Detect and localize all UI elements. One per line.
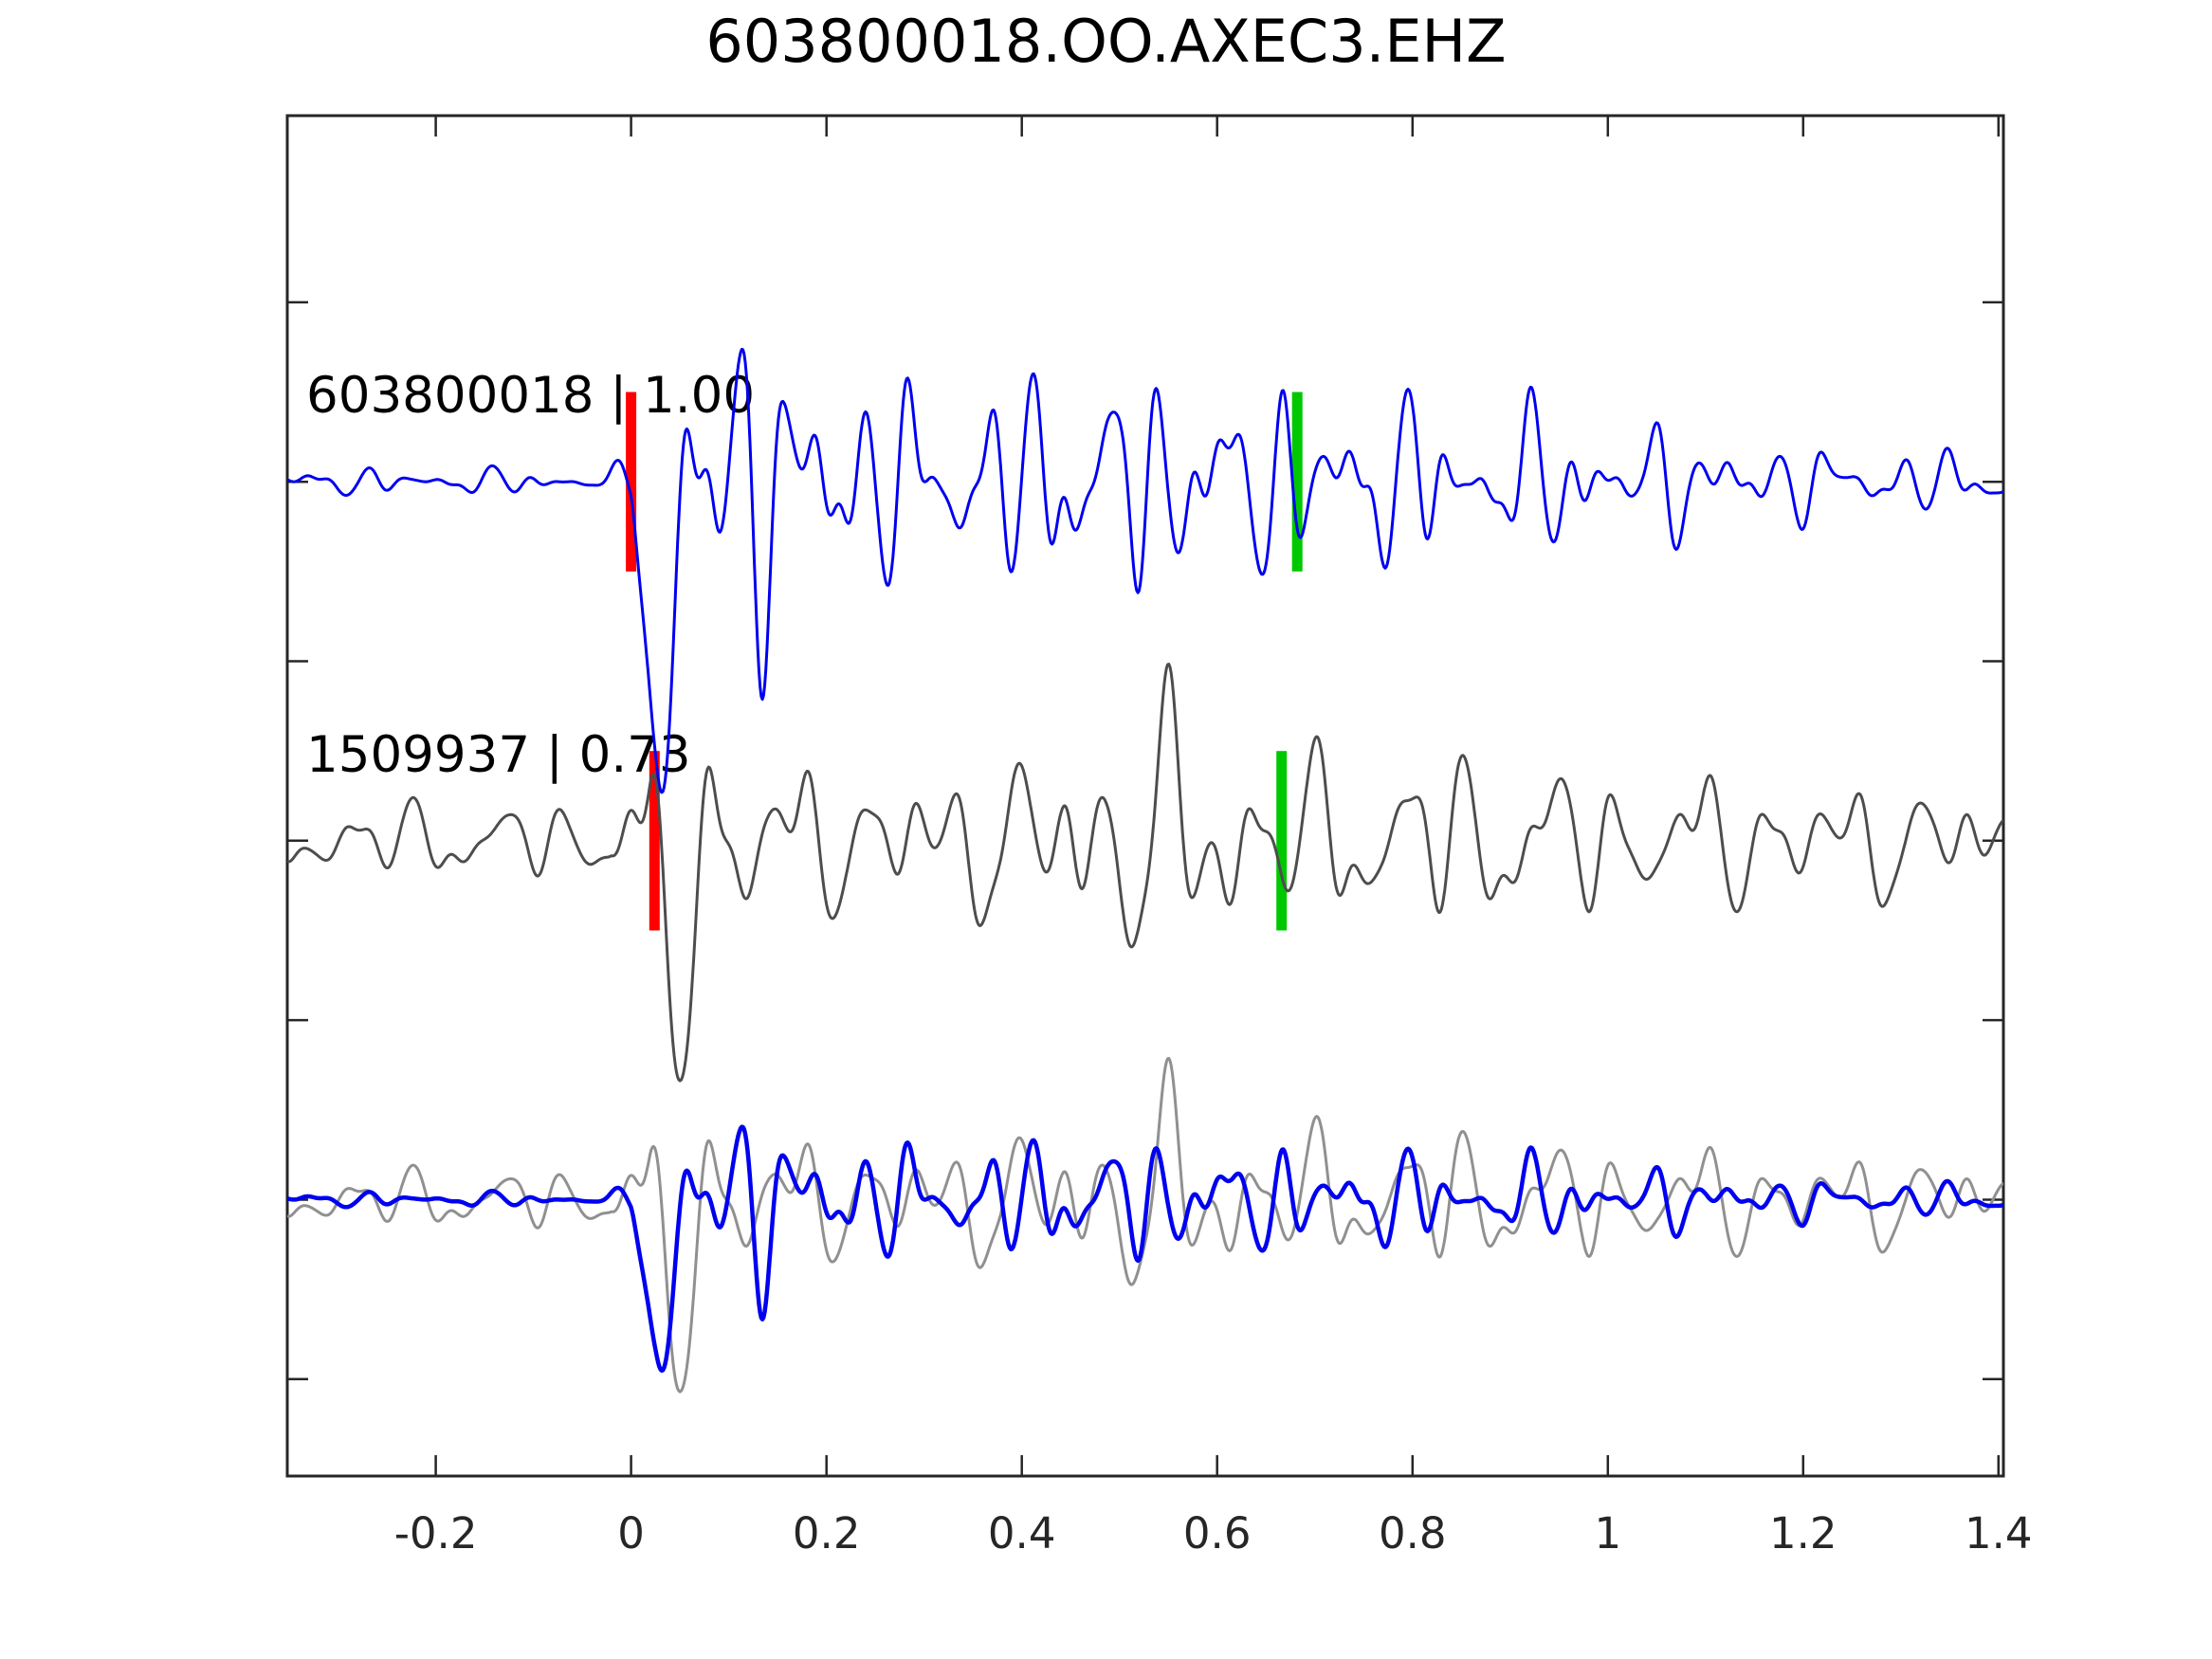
axes-box bbox=[285, 114, 2005, 1478]
x-tick-label: 0.6 bbox=[1183, 1508, 1252, 1559]
x-tick-label: -0.2 bbox=[394, 1508, 478, 1559]
x-tick-label: 0 bbox=[617, 1508, 645, 1559]
waveform-overlay-template bbox=[287, 1124, 2003, 1373]
x-tick-label: 0.2 bbox=[793, 1508, 861, 1559]
waveform-overlay-detection bbox=[287, 1056, 2003, 1394]
x-tick-label: 1 bbox=[1594, 1508, 1621, 1559]
window-end-marker bbox=[1291, 392, 1303, 572]
x-tick-label: 1.4 bbox=[1965, 1508, 2033, 1559]
trace-label: 1509937 | 0.73 bbox=[306, 726, 691, 784]
waveform-detection bbox=[287, 663, 2003, 1083]
x-tick-label: 0.8 bbox=[1379, 1508, 1447, 1559]
figure-title: 603800018.OO.AXEC3.EHZ bbox=[705, 7, 1507, 76]
window-end-marker bbox=[1276, 751, 1288, 931]
pick-marker bbox=[626, 392, 637, 572]
pick-marker bbox=[649, 751, 660, 931]
x-tick-label: 0.4 bbox=[988, 1508, 1056, 1559]
waveform-template bbox=[287, 347, 2003, 794]
x-tick-label: 1.2 bbox=[1769, 1508, 1837, 1559]
trace-label: 603800018 | 1.00 bbox=[306, 367, 755, 425]
